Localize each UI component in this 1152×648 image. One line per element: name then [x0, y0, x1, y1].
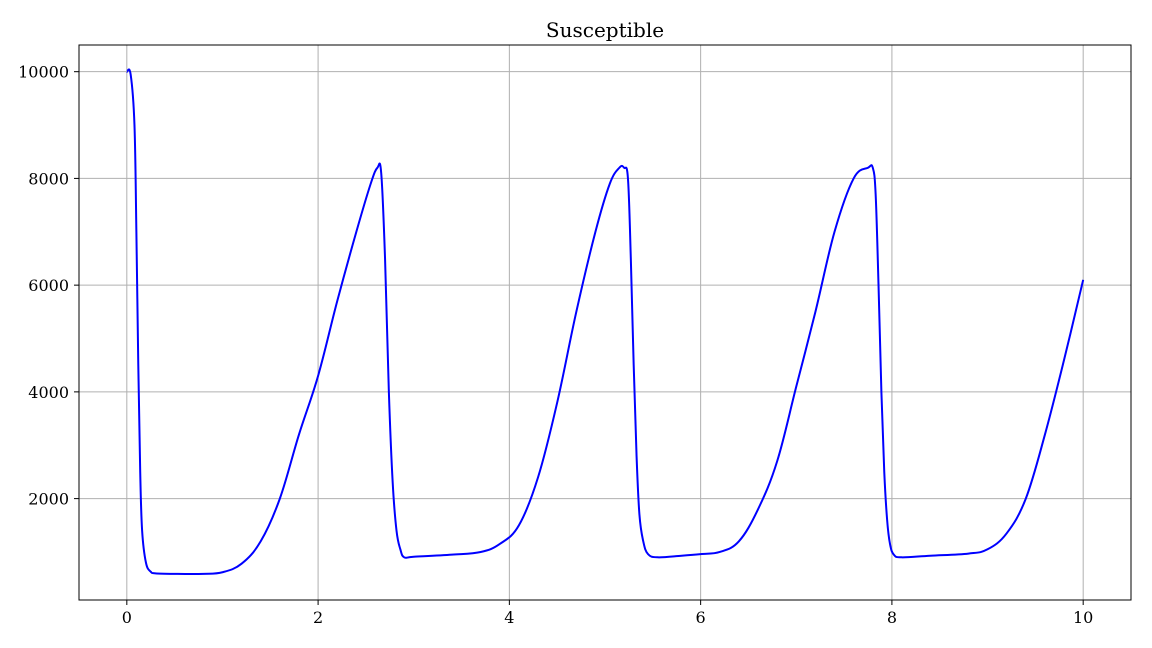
x-tick-label: 4 — [504, 608, 514, 627]
x-tick-label: 6 — [696, 608, 706, 627]
x-tick-label: 0 — [122, 608, 132, 627]
y-tick-label: 8000 — [28, 169, 69, 188]
y-tick-label: 2000 — [28, 490, 69, 509]
series-line — [125, 68, 1085, 576]
chart-title: Susceptible — [546, 18, 664, 42]
x-tick-label: 10 — [1073, 608, 1093, 627]
axis-ticks: 0 2 4 6 8 10 2000 4000 6000 8000 10000 — [18, 63, 1093, 627]
grid-lines — [79, 45, 1131, 600]
x-tick-label: 8 — [887, 608, 897, 627]
plot-frame — [78, 44, 1132, 601]
y-tick-label: 10000 — [18, 63, 69, 82]
y-tick-label: 6000 — [28, 276, 69, 295]
x-tick-label: 2 — [313, 608, 323, 627]
y-tick-label: 4000 — [28, 383, 69, 402]
